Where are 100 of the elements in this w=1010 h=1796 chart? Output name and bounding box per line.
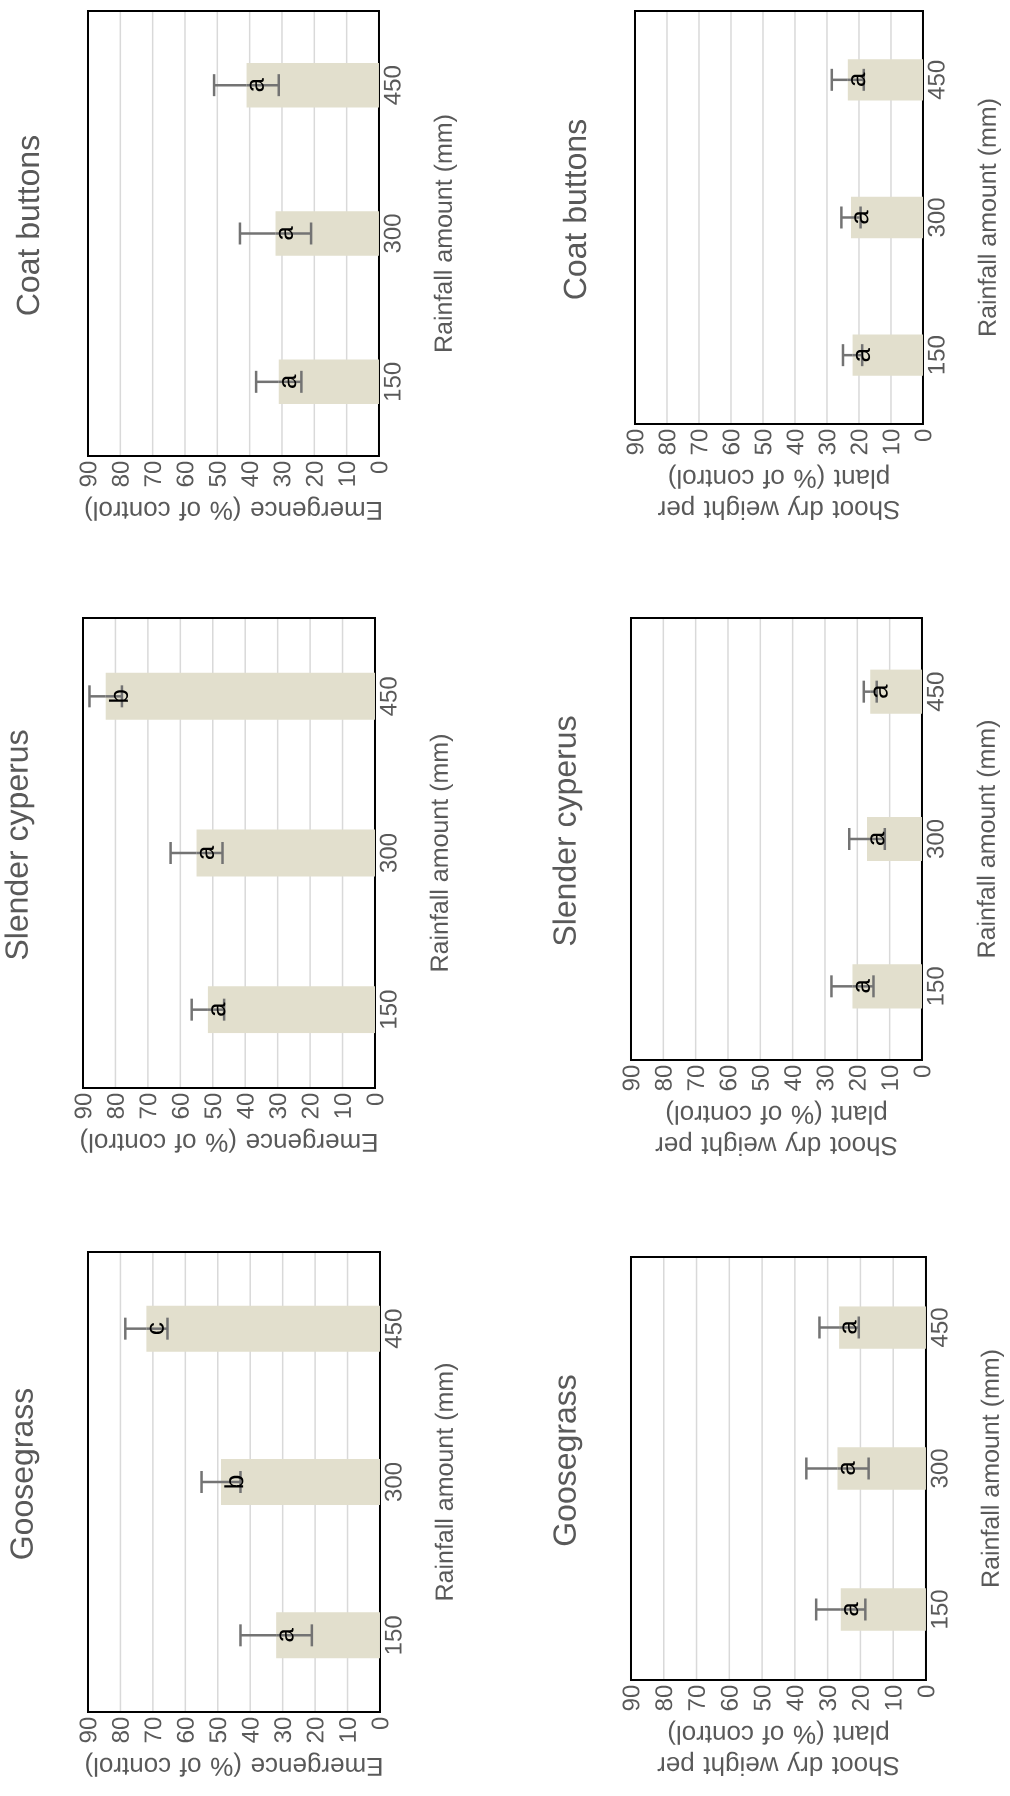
y-tick-label: 300 xyxy=(379,833,397,873)
x-tick-label: 80 xyxy=(658,429,676,455)
x-tick-label: 90 xyxy=(74,1093,92,1119)
data-label: a xyxy=(842,1320,857,1334)
x-tick-label: 90 xyxy=(79,461,97,487)
y-axis-title: Rainfall amount (mm) xyxy=(977,99,1001,335)
x-tick-label: 0 xyxy=(914,429,932,442)
x-tick-label: 80 xyxy=(106,1093,124,1119)
data-label: a xyxy=(211,1002,226,1016)
data-label: a xyxy=(199,845,215,860)
y-tick-label: 150 xyxy=(383,362,401,401)
data-label: a xyxy=(279,1628,294,1642)
data-label: a xyxy=(840,1461,855,1475)
x-tick-label: 40 xyxy=(241,1717,259,1743)
y-axis-title: Rainfall amount (mm) xyxy=(434,1364,458,1600)
x-tick-label: 20 xyxy=(306,1717,324,1743)
y-tick-label: 150 xyxy=(930,1590,948,1628)
x-tick-label: 80 xyxy=(654,1065,672,1091)
x-tick-label: 30 xyxy=(273,461,291,487)
x-tick-label: 0 xyxy=(371,1717,389,1730)
x-axis-title: Emergence (% of control) xyxy=(85,496,381,521)
data-label: b xyxy=(108,690,129,702)
x-tick-label: 40 xyxy=(241,461,259,487)
x-tick-label: 10 xyxy=(881,1065,899,1090)
x-axis-title: Emergence (% of control) xyxy=(86,1752,382,1777)
y-axis-title: Rainfall amount (mm) xyxy=(433,115,457,351)
x-tick-label: 10 xyxy=(884,1685,902,1710)
x-tick-label: 20 xyxy=(305,461,323,487)
x-tick-label: 0 xyxy=(917,1685,935,1698)
y-tick-label: 300 xyxy=(384,1462,402,1502)
x-tick-label: 70 xyxy=(144,1717,162,1743)
x-tick-label: 0 xyxy=(913,1065,931,1078)
y-tick-label: 300 xyxy=(926,819,944,859)
x-tick-label: 10 xyxy=(882,429,900,454)
x-tick-label: 30 xyxy=(274,1717,292,1743)
text: Goosegrass xyxy=(553,1375,583,1546)
x-tick-label: 20 xyxy=(301,1093,319,1119)
x-tick-label: 40 xyxy=(784,1065,802,1091)
x-tick-label: 50 xyxy=(754,429,772,455)
x-tick-label: 60 xyxy=(176,461,194,487)
x-tick-label: 40 xyxy=(236,1093,254,1119)
x-tick-label: 80 xyxy=(111,1717,129,1743)
x-tick-label: 50 xyxy=(208,461,226,487)
data-label: a xyxy=(851,72,866,86)
text: Goosegrass xyxy=(10,1388,40,1559)
y-tick-label: 300 xyxy=(383,214,401,253)
y-axis-title: Rainfall amount (mm) xyxy=(429,735,453,971)
y-tick-label: 450 xyxy=(383,66,401,105)
y-axis-title: Rainfall amount (mm) xyxy=(976,721,1000,957)
x-tick-label: 60 xyxy=(720,1685,738,1711)
text: Slender cyperus xyxy=(552,716,583,946)
x-tick-label: 90 xyxy=(622,1065,640,1091)
x-tick-label: 20 xyxy=(851,1685,869,1711)
y-tick-label: 450 xyxy=(930,1308,948,1347)
x-axis-title: Shoot dry weight per plant (% of control) xyxy=(658,464,900,520)
x-tick-label: 70 xyxy=(688,1685,706,1711)
data-label: a xyxy=(844,1602,859,1616)
data-label: a xyxy=(249,77,264,92)
x-tick-label: 0 xyxy=(370,461,388,474)
x-tick-label: 80 xyxy=(655,1685,673,1711)
y-tick-label: 450 xyxy=(926,672,944,712)
x-tick-label: 30 xyxy=(269,1093,287,1119)
x-tick-label: 90 xyxy=(79,1717,97,1743)
y-axis-title: Rainfall amount (mm) xyxy=(980,1350,1004,1586)
data-label: a xyxy=(854,210,869,224)
data-label: c xyxy=(149,1322,164,1335)
x-tick-label: 60 xyxy=(176,1717,194,1743)
data-label: a xyxy=(870,831,885,846)
x-axis-title: Shoot dry weight per plant (% of control) xyxy=(657,1720,899,1776)
data-label: a xyxy=(873,684,888,698)
x-tick-label: 0 xyxy=(366,1093,384,1106)
x-axis-title: Emergence (% of control) xyxy=(81,1128,377,1153)
x-tick-label: 10 xyxy=(338,461,356,486)
x-tick-label: 10 xyxy=(339,1717,357,1742)
x-tick-label: 50 xyxy=(753,1685,771,1711)
y-tick-label: 150 xyxy=(927,336,945,374)
x-tick-label: 60 xyxy=(719,1065,737,1091)
x-tick-label: 80 xyxy=(111,461,129,487)
y-tick-label: 150 xyxy=(384,1616,402,1654)
y-tick-label: 300 xyxy=(930,1449,948,1488)
data-label: a xyxy=(282,374,297,388)
y-tick-label: 150 xyxy=(379,990,397,1028)
x-tick-label: 50 xyxy=(204,1093,222,1119)
y-tick-label: 450 xyxy=(379,677,397,716)
x-tick-label: 50 xyxy=(751,1065,769,1091)
x-tick-label: 10 xyxy=(334,1093,352,1118)
x-tick-label: 50 xyxy=(209,1717,227,1743)
x-tick-label: 60 xyxy=(171,1093,189,1119)
x-tick-label: 40 xyxy=(786,1685,804,1711)
data-label: b xyxy=(224,1475,244,1488)
data-label: a xyxy=(278,226,294,240)
x-tick-label: 60 xyxy=(722,429,740,455)
x-tick-label: 30 xyxy=(816,1065,834,1091)
x-tick-label: 70 xyxy=(687,1065,705,1091)
x-tick-label: 40 xyxy=(786,429,804,455)
x-tick-label: 70 xyxy=(139,1093,157,1119)
x-tick-label: 30 xyxy=(818,429,836,455)
text: Coat buttons xyxy=(15,135,40,315)
y-tick-label: 150 xyxy=(926,967,944,1005)
x-tick-label: 20 xyxy=(850,429,868,455)
